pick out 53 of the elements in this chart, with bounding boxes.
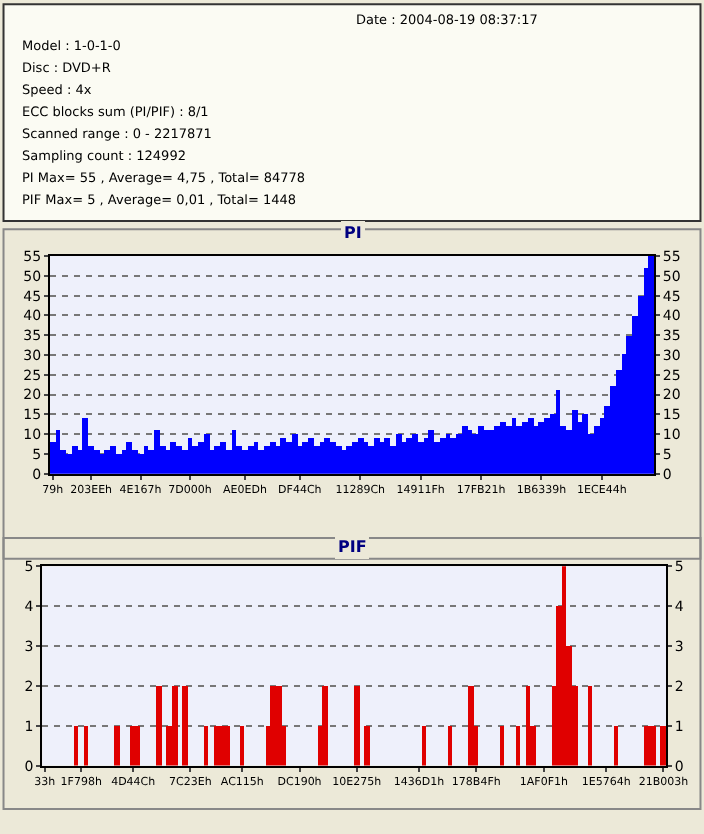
bar (231, 430, 236, 474)
bar (156, 686, 163, 766)
bar (468, 686, 475, 766)
bar (191, 446, 198, 474)
bar (395, 434, 402, 474)
chart-title: PI (344, 224, 362, 242)
bar (571, 410, 578, 474)
bar (351, 442, 358, 474)
bar (588, 686, 593, 766)
bar (131, 450, 138, 474)
bar (650, 726, 657, 766)
bar (644, 726, 651, 766)
bar (422, 726, 427, 766)
bar (448, 726, 453, 766)
bar (322, 686, 329, 766)
bar (130, 726, 137, 766)
bar (614, 726, 619, 766)
bar (301, 442, 308, 474)
chart-title: PIF (338, 538, 367, 556)
bar (172, 686, 179, 766)
bar (121, 450, 126, 474)
bar (103, 450, 110, 474)
bar (581, 414, 588, 474)
bar (214, 726, 219, 766)
bar (136, 726, 141, 766)
bar (276, 686, 283, 766)
bar (240, 726, 245, 766)
bar (363, 442, 368, 474)
bar (526, 686, 531, 766)
bar (593, 426, 600, 474)
bar (143, 446, 148, 474)
bar (354, 686, 361, 766)
bar (291, 434, 298, 474)
bar (500, 726, 505, 766)
bar (203, 434, 210, 474)
bar (153, 430, 160, 474)
bar (84, 726, 89, 766)
bar (93, 450, 100, 474)
bar (516, 726, 521, 766)
bar (74, 726, 79, 766)
bar (270, 686, 277, 766)
bar (187, 438, 192, 474)
bar (555, 390, 560, 474)
bar (224, 726, 231, 766)
bar (562, 566, 567, 766)
bar (81, 418, 88, 474)
bar (247, 446, 254, 474)
bar (182, 686, 189, 766)
bar (55, 430, 60, 474)
bar (204, 726, 209, 766)
bar (125, 442, 132, 474)
bar (114, 726, 121, 766)
bar (364, 726, 371, 766)
